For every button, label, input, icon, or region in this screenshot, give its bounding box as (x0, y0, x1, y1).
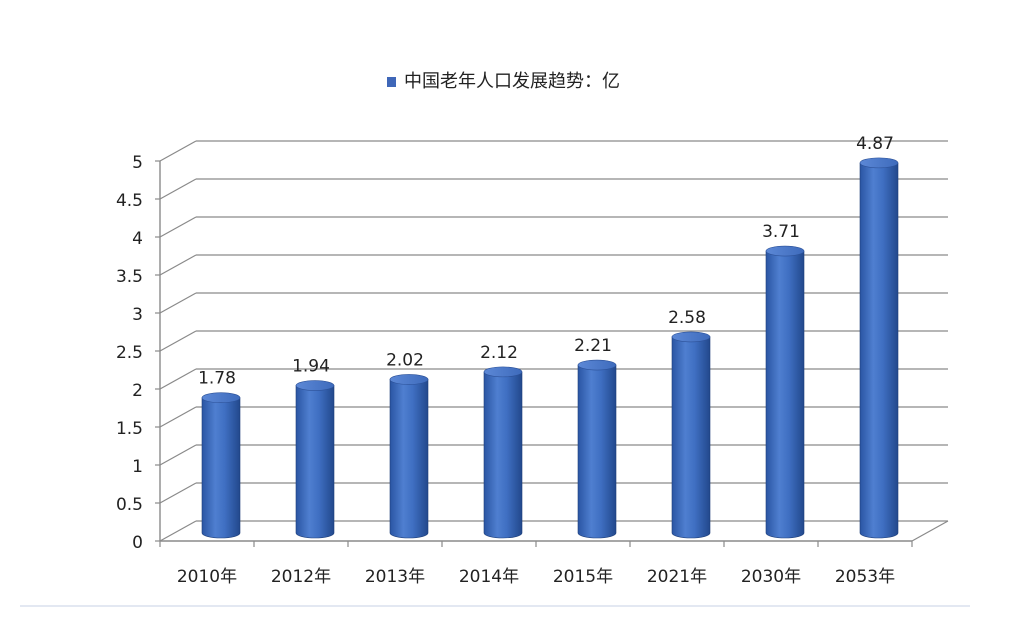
bar (389, 379, 429, 539)
legend: 中国老年人口发展趋势：亿 (387, 71, 620, 92)
gridline-diagonal (159, 292, 197, 314)
y-tick-label: 4.5 (116, 191, 143, 211)
labels: 0 0.5 1 1.5 2 2.5 3 3.5 4 4.5 5 1.78 2010年 1.94 2012年 2… (116, 134, 895, 587)
bar-top (671, 331, 711, 343)
data-label: 1.94 (292, 357, 330, 377)
gridline-diagonal (159, 140, 197, 162)
x-tick-label: 2014年 (459, 567, 519, 587)
x-tick-label: 2053年 (835, 567, 895, 587)
gridline-diagonal (159, 520, 197, 542)
gridline-diagonal (159, 216, 197, 238)
gridlines (159, 140, 948, 542)
gridline-diagonal (159, 254, 197, 276)
y-tick-label: 0.5 (116, 495, 143, 515)
data-label: 4.87 (856, 134, 894, 154)
bar-top (201, 392, 241, 404)
floor-edge (911, 520, 949, 542)
x-tick-label: 2013年 (365, 567, 425, 587)
y-tick-label: 0 (132, 533, 143, 553)
data-label: 2.58 (668, 308, 706, 328)
legend-swatch (387, 77, 396, 87)
bar-top (389, 374, 429, 385)
y-tick-label: 4 (132, 229, 143, 249)
data-label: 2.21 (574, 336, 612, 356)
gridline-diagonal (159, 368, 197, 390)
y-tick-label: 1 (132, 457, 143, 477)
bar-top (765, 245, 805, 257)
y-tick-label: 2.5 (116, 343, 143, 363)
x-tick-label: 2021年 (647, 567, 707, 587)
y-tick-label: 3.5 (116, 267, 143, 287)
x-tick-label: 2030年 (741, 567, 801, 587)
x-tick-label: 2012年 (271, 567, 331, 587)
bar (859, 162, 899, 539)
gridline-diagonal (159, 482, 197, 504)
bar-top (483, 366, 523, 378)
bar (295, 385, 335, 539)
data-label: 3.71 (762, 222, 800, 242)
gridline-diagonal (159, 330, 197, 352)
bar-top (859, 157, 899, 169)
gridline-diagonal (159, 444, 197, 466)
x-tick-label: 2015年 (553, 567, 613, 587)
legend-label: 中国老年人口发展趋势：亿 (404, 71, 620, 92)
gridline-diagonal (159, 406, 197, 428)
bars (201, 157, 899, 539)
bar (671, 336, 711, 539)
data-label: 2.12 (480, 343, 518, 363)
y-tick-label: 1.5 (116, 419, 143, 439)
y-tick-label: 3 (132, 305, 143, 325)
bar (765, 250, 805, 539)
bar-top (577, 359, 617, 371)
x-tick-label: 2010年 (177, 567, 237, 587)
data-label: 2.02 (386, 350, 424, 370)
bar (483, 371, 523, 539)
y-tick-label: 5 (132, 153, 143, 173)
bar-top (295, 380, 335, 391)
data-label: 1.78 (198, 369, 236, 389)
bar (577, 364, 617, 539)
bar (201, 397, 241, 539)
axes (155, 160, 949, 547)
gridline-diagonal (159, 178, 197, 200)
y-tick-label: 2 (132, 381, 143, 401)
